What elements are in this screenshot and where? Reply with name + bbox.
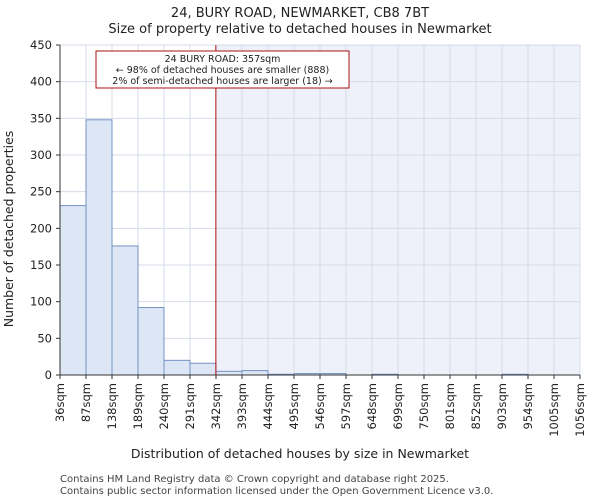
x-tick-label: 189sqm [131, 383, 145, 429]
bar-36sqm [59, 205, 87, 376]
x-axis-label: Distribution of detached houses by size … [131, 446, 469, 461]
bar-291sqm [189, 362, 217, 376]
x-tick-label: 36sqm [53, 383, 67, 422]
x-tick-label: 495sqm [287, 383, 301, 429]
annotation-line3: 2% of semi-detached houses are larger (1… [112, 76, 332, 87]
annotation-line1: 24 BURY ROAD: 357sqm [165, 54, 281, 65]
bar-240sqm [163, 359, 191, 376]
plot-area: 0 50 100 150 200 250 300 350 400 450 36sqm 87sqm 138… [30, 38, 587, 437]
y-tick-label: 150 [30, 258, 52, 272]
bar-189sqm [137, 307, 165, 376]
x-tick-label: 954sqm [521, 383, 535, 429]
x-tick-label: 750sqm [417, 383, 431, 429]
y-tick-label: 350 [30, 111, 52, 125]
x-tick-label: 852sqm [469, 383, 483, 429]
x-tick-label: 801sqm [443, 383, 457, 429]
x-tick-label: 699sqm [391, 383, 405, 429]
bar-138sqm [111, 245, 139, 376]
x-tick-label: 291sqm [183, 383, 197, 429]
y-tick-label: 250 [30, 185, 52, 199]
bar-393sqm [241, 370, 269, 376]
annotation-line2: ← 98% of detached houses are smaller (88… [116, 65, 329, 76]
footer-line1: Contains HM Land Registry data © Crown c… [60, 474, 449, 485]
y-tick-label: 450 [30, 38, 52, 52]
x-tick-label: 1005sqm [547, 383, 561, 437]
y-tick-label: 400 [30, 75, 52, 89]
annotation-box [95, 50, 350, 89]
y-tick-label: 0 [45, 368, 52, 382]
y-tick-label: 200 [30, 221, 52, 235]
footer-line2: Contains public sector information licen… [60, 486, 493, 497]
chart-title-line1: 24, BURY ROAD, NEWMARKET, CB8 7BT [171, 6, 429, 21]
x-tick-label: 444sqm [261, 383, 275, 429]
y-tick-label: 100 [30, 295, 52, 309]
bar-342sqm [215, 370, 243, 376]
x-tick-label: 903sqm [495, 383, 509, 429]
x-tick-label: 87sqm [79, 383, 93, 422]
y-tick-label: 50 [37, 331, 52, 345]
x-tick-label: 240sqm [157, 383, 171, 429]
x-tick-label: 597sqm [339, 383, 353, 429]
bar-87sqm [85, 119, 113, 376]
x-tick-label: 393sqm [235, 383, 249, 429]
x-tick-label: 546sqm [313, 383, 327, 429]
chart-title-line2: Size of property relative to detached ho… [108, 22, 491, 37]
x-tick-label: 648sqm [365, 383, 379, 429]
y-tick-label: 300 [30, 148, 52, 162]
x-tick-label: 138sqm [105, 383, 119, 429]
x-tick-label: 1056sqm [573, 383, 587, 437]
x-tick-label: 342sqm [209, 383, 223, 429]
y-axis-label: Number of detached properties [1, 131, 16, 328]
